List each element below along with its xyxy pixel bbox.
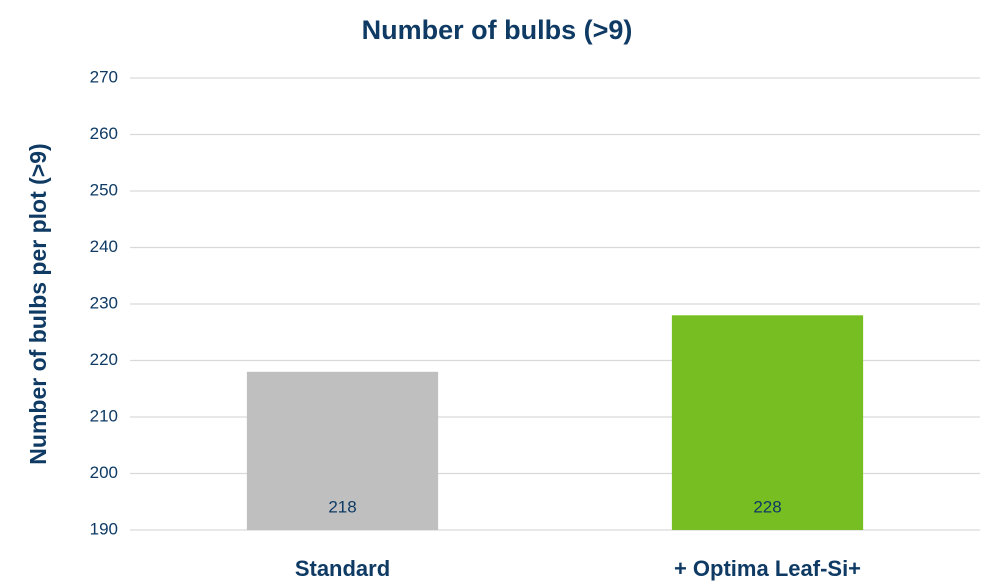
y-tick-label: 220 (90, 350, 118, 369)
y-tick-label: 230 (90, 293, 118, 312)
y-tick-label: 210 (90, 406, 118, 425)
y-tick-label: 270 (90, 67, 118, 86)
y-tick-label: 250 (90, 180, 118, 199)
data-label: 218 (328, 497, 356, 516)
x-tick-label: Standard (295, 556, 390, 581)
y-tick-label: 260 (90, 124, 118, 143)
y-axis-label: Number of bulbs per plot (>9) (25, 143, 51, 464)
y-tick-label: 200 (90, 463, 118, 482)
bar (671, 315, 864, 530)
x-tick-label: + Optima Leaf-Si+ (674, 556, 861, 581)
y-tick-label: 240 (90, 237, 118, 256)
bar (246, 371, 439, 530)
chart-title: Number of bulbs (>9) (362, 15, 633, 45)
data-label: 228 (753, 497, 781, 516)
y-tick-label: 190 (90, 519, 118, 538)
